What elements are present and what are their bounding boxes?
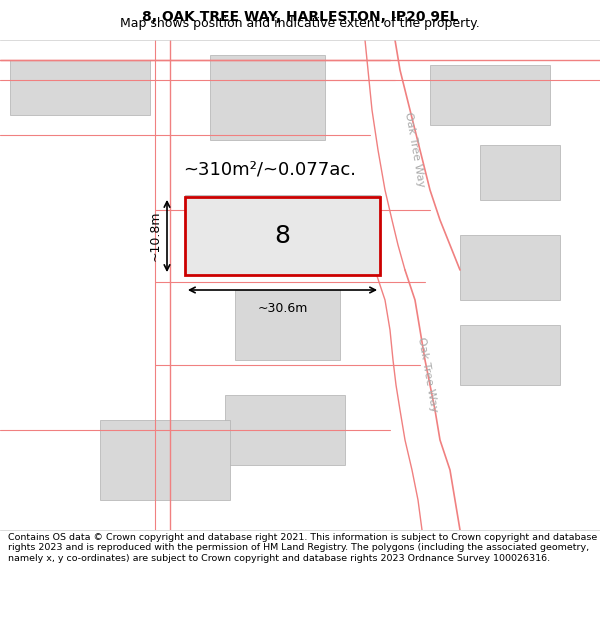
Bar xyxy=(460,325,560,385)
Text: Contains OS data © Crown copyright and database right 2021. This information is : Contains OS data © Crown copyright and d… xyxy=(8,533,597,562)
Text: Map shows position and indicative extent of the property.: Map shows position and indicative extent… xyxy=(120,17,480,30)
Bar xyxy=(430,65,550,125)
Text: ~10.8m: ~10.8m xyxy=(149,211,162,261)
Bar xyxy=(10,60,150,115)
Bar xyxy=(100,420,230,500)
Text: ~30.6m: ~30.6m xyxy=(257,302,308,315)
Text: 8: 8 xyxy=(275,224,290,248)
Bar xyxy=(460,235,560,300)
Bar xyxy=(185,197,380,275)
Text: 8, OAK TREE WAY, HARLESTON, IP20 9EL: 8, OAK TREE WAY, HARLESTON, IP20 9EL xyxy=(142,10,458,24)
Bar xyxy=(185,195,380,275)
Bar xyxy=(210,55,325,140)
Bar xyxy=(480,145,560,200)
Text: ~310m²/~0.077ac.: ~310m²/~0.077ac. xyxy=(184,161,356,179)
Bar xyxy=(225,395,345,465)
Text: Oak Tree Way: Oak Tree Way xyxy=(403,112,427,188)
Text: Oak Tree Way: Oak Tree Way xyxy=(416,337,440,413)
Bar xyxy=(235,290,340,360)
